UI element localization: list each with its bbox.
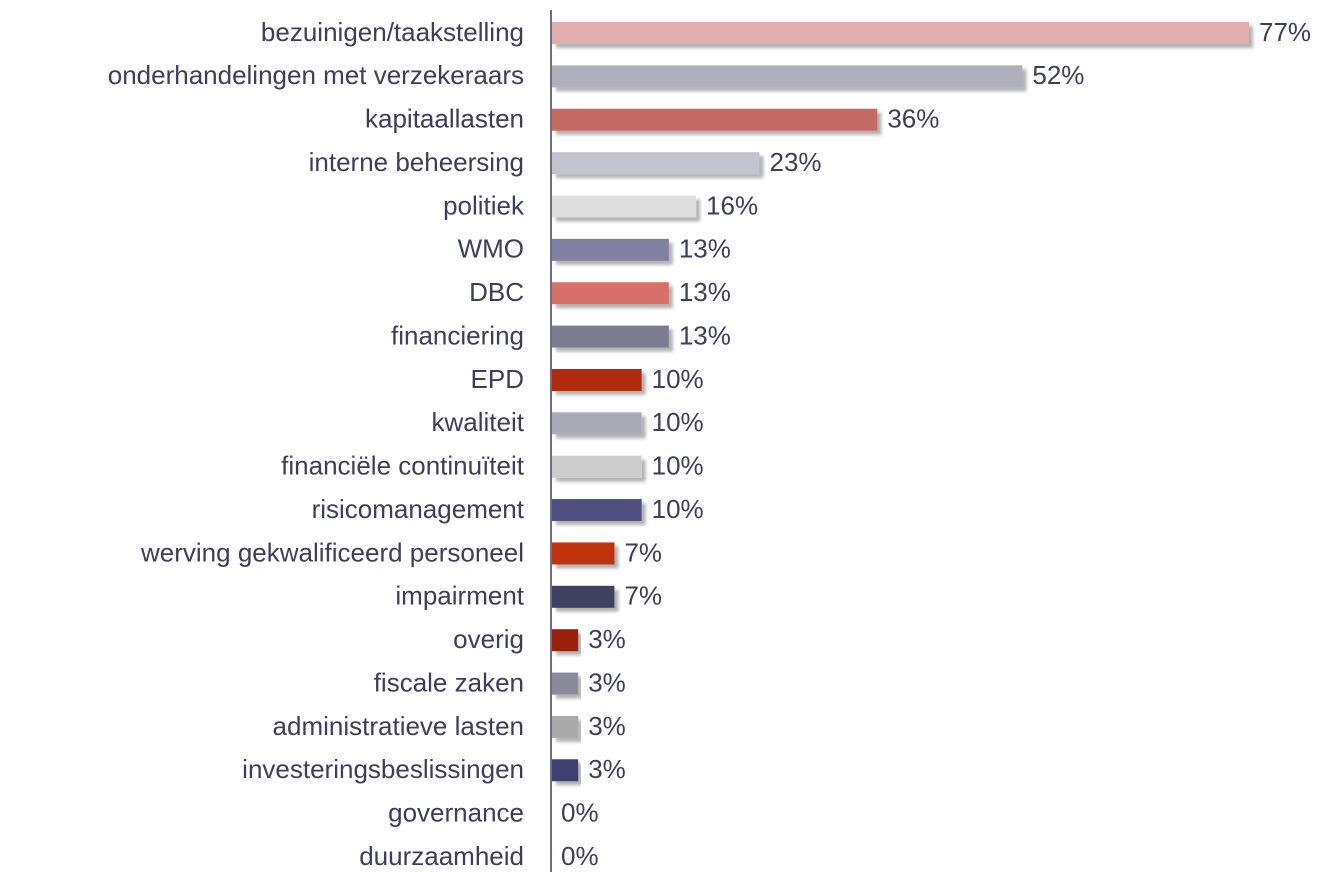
category-label: investeringsbeslissingen (242, 754, 524, 784)
bar (552, 65, 1023, 88)
value-label: 52% (1032, 60, 1084, 90)
bar (552, 672, 579, 695)
category-label: politiek (443, 190, 525, 220)
value-label: 13% (679, 320, 731, 350)
bar (552, 195, 697, 218)
value-label: 3% (588, 711, 626, 741)
value-label: 13% (679, 234, 731, 264)
bar (552, 715, 579, 738)
category-label: financiering (391, 320, 524, 350)
value-label: 0% (561, 841, 599, 871)
value-label: 0% (561, 798, 599, 828)
category-label: onderhandelingen met verzekeraars (108, 60, 524, 90)
category-label: duurzaamheid (359, 841, 524, 871)
category-label: WMO (458, 234, 524, 264)
category-label: governance (388, 798, 524, 828)
bar (552, 455, 642, 478)
value-label: 10% (652, 494, 704, 524)
category-label: bezuinigen/taakstelling (261, 17, 524, 47)
category-label: administratieve lasten (273, 711, 524, 741)
bar (552, 412, 642, 435)
value-label: 3% (588, 754, 626, 784)
value-label: 23% (769, 147, 821, 177)
bar (552, 629, 579, 652)
bar (552, 22, 1249, 44)
value-label: 7% (624, 581, 662, 611)
bar (552, 368, 642, 391)
value-label: 10% (652, 407, 704, 437)
value-label: 16% (706, 190, 758, 220)
category-label: werving gekwalificeerd personeel (140, 537, 524, 567)
value-label: 13% (679, 277, 731, 307)
value-label: 10% (652, 451, 704, 481)
value-label: 3% (588, 624, 626, 654)
bar (552, 759, 579, 782)
bar (552, 282, 669, 305)
bar (552, 499, 642, 522)
value-label: 10% (652, 364, 704, 394)
category-label: impairment (395, 581, 524, 611)
category-label: EPD (471, 364, 524, 394)
bar (552, 238, 669, 261)
category-label: kapitaallasten (365, 104, 524, 134)
bar (552, 325, 669, 348)
category-label: financiële continuïteit (281, 451, 525, 481)
category-label: risicomanagement (312, 494, 525, 524)
value-label: 77% (1259, 17, 1311, 47)
value-label: 36% (887, 104, 939, 134)
bar (552, 542, 615, 565)
bar (552, 108, 878, 131)
bar (552, 585, 615, 608)
category-label: DBC (469, 277, 524, 307)
category-label: kwaliteit (432, 407, 525, 437)
value-label: 3% (588, 667, 626, 697)
category-label: overig (453, 624, 524, 654)
category-label: interne beheersing (309, 147, 524, 177)
value-label: 7% (624, 537, 662, 567)
bar (552, 152, 760, 175)
category-label: fiscale zaken (374, 667, 524, 697)
